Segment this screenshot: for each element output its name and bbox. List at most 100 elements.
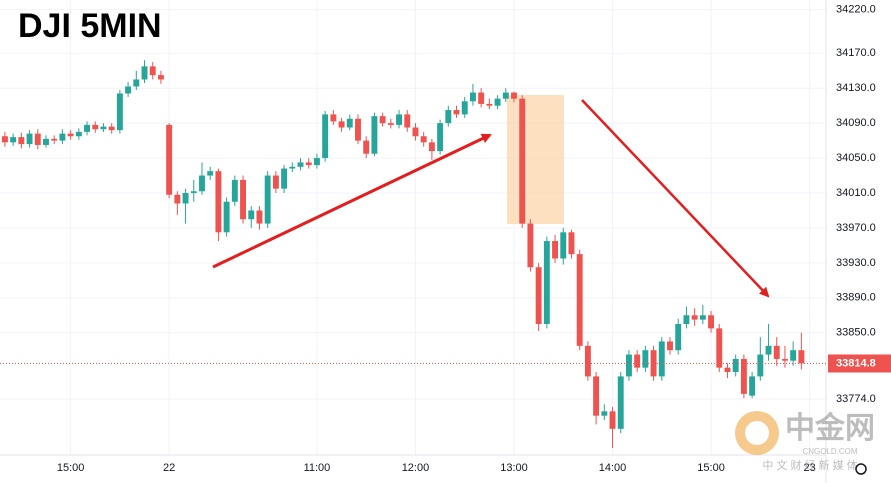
candle-body [174, 194, 181, 204]
candle-body [67, 133, 74, 137]
candle-body [552, 241, 559, 259]
candle-body [716, 328, 723, 368]
candle-body [781, 358, 788, 361]
chart-title: DJI 5MIN [18, 7, 162, 45]
candle-body [207, 171, 214, 176]
x-tick-label: 11:00 [304, 462, 331, 474]
watermark-tagline: 中 文 财 经 新 媒 体 [762, 458, 857, 472]
candle-body [256, 210, 263, 224]
candle-body [527, 223, 534, 268]
candle-body [59, 133, 66, 141]
candle-body [75, 131, 82, 137]
candle-body [18, 137, 25, 145]
y-tick-label: 33970.0 [836, 222, 876, 234]
candle-body [519, 98, 526, 224]
candle-body [272, 175, 279, 189]
y-tick-label: 34050.0 [836, 152, 876, 164]
candle-body [322, 114, 329, 159]
candle-body [51, 138, 58, 141]
candle-body [609, 411, 616, 429]
candle-body [584, 345, 591, 377]
x-tick-label: 12:00 [402, 462, 430, 474]
x-tick-label: 15:00 [697, 462, 725, 474]
candle-body [724, 367, 731, 373]
grid [0, 0, 826, 455]
candle-body [683, 315, 690, 325]
candle-body [248, 210, 255, 220]
candle-body [543, 241, 550, 325]
candle-body [10, 137, 17, 143]
candle-body [511, 92, 517, 99]
candle-body [740, 358, 747, 394]
candle-body [617, 376, 624, 429]
x-tick-label: 14:00 [599, 462, 627, 474]
watermark-logo [745, 421, 769, 445]
candle-body [281, 168, 288, 189]
candle-body [749, 376, 756, 396]
candles [0, 60, 826, 449]
candle-body [363, 140, 370, 154]
x-tick-label: 23 [803, 462, 815, 474]
candle-body [338, 121, 345, 128]
candle-body [125, 86, 132, 94]
candle-body [478, 92, 485, 104]
candle-body [305, 162, 312, 166]
candle-body [469, 92, 476, 102]
candle-body [182, 193, 189, 204]
candle-body [437, 123, 444, 152]
watermark-site: CNGOLD.COM [802, 447, 857, 456]
candle-body [675, 324, 682, 351]
candle-body [108, 126, 115, 131]
x-tick-label: 15:00 [57, 462, 85, 474]
candle-body [346, 118, 353, 128]
y-tick-label: 33930.0 [836, 257, 876, 269]
candle-body [560, 232, 567, 259]
candle-body [240, 179, 246, 220]
candle-body [576, 254, 583, 346]
candle-body [757, 354, 764, 377]
candle-body [625, 354, 632, 377]
candle-body [634, 354, 641, 368]
candle-body [502, 92, 509, 99]
candle-body [642, 350, 649, 368]
y-tick-label: 33850.0 [836, 327, 876, 339]
candle-body [43, 138, 49, 145]
y-tick-label: 34220.0 [836, 4, 876, 16]
candle-body [691, 315, 698, 320]
candle-body [412, 127, 419, 137]
candle-body [387, 123, 394, 125]
candle-body [765, 345, 772, 355]
trend-arrow [581, 99, 770, 298]
candle-body [231, 179, 238, 202]
settings-icon[interactable] [855, 463, 867, 475]
candle-body [371, 116, 378, 154]
candle-body [494, 98, 501, 106]
candle-body [420, 136, 427, 143]
settings-icon[interactable] [855, 463, 867, 475]
candle-body [133, 79, 140, 87]
candle-body [330, 114, 337, 122]
y-tick-label: 34170.0 [836, 47, 876, 59]
candle-body [650, 350, 657, 377]
y-tick-label: 33890.0 [836, 292, 876, 304]
candle-body [404, 114, 411, 128]
candle-body [289, 166, 296, 169]
candle-body [428, 142, 435, 152]
candle-body [141, 66, 148, 80]
candle-body [453, 110, 460, 115]
y-tick-label: 34010.0 [836, 187, 876, 199]
candle-body [461, 101, 468, 115]
candle-body [699, 315, 706, 320]
x-tick-label: 13:00 [500, 462, 528, 474]
candle-body [166, 124, 173, 195]
candle-body [92, 124, 99, 130]
watermark: 中金网 CNGOLD.COM 中 文 财 经 新 媒 体 [735, 411, 875, 472]
candle-body [593, 376, 600, 416]
candle-body [116, 93, 123, 131]
candle-body [313, 158, 320, 166]
candle-body [149, 66, 156, 76]
y-tick-label: 33774.0 [836, 393, 876, 405]
candle-body [34, 133, 41, 145]
